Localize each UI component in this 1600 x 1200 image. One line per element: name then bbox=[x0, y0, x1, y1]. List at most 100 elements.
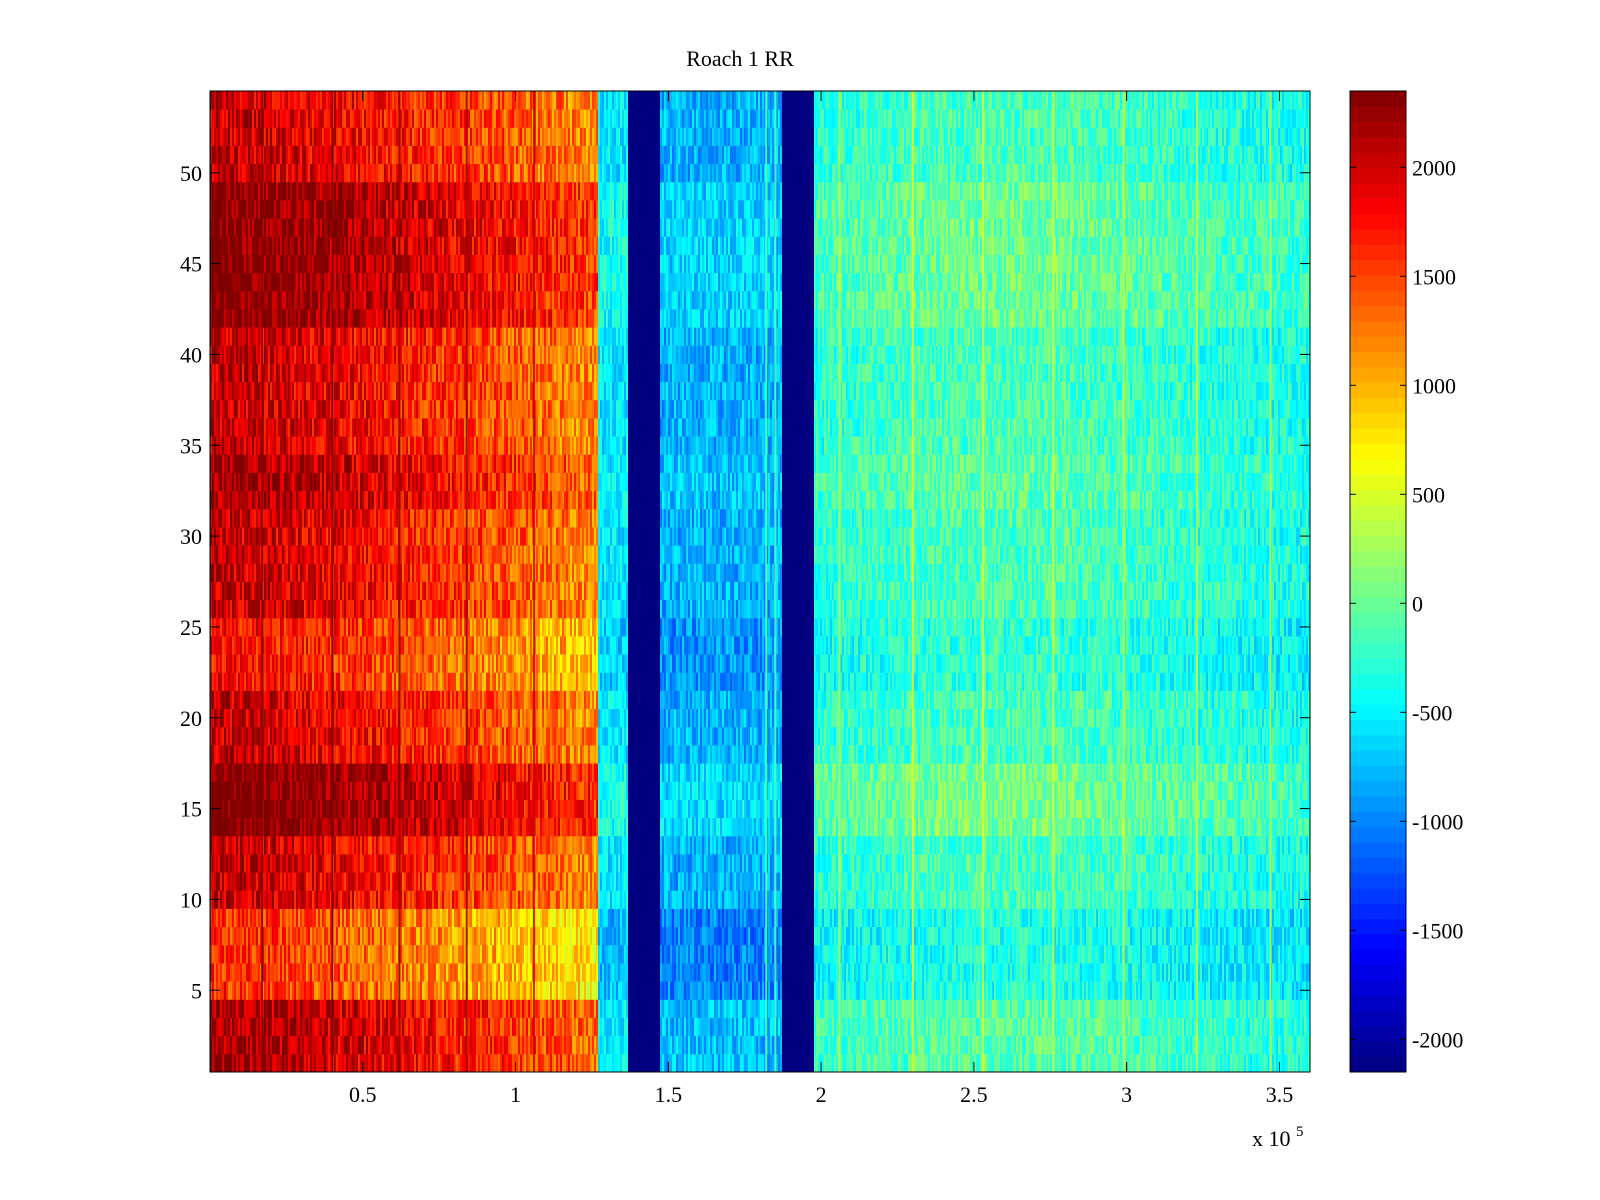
heatmap-cell bbox=[920, 1053, 923, 1073]
heatmap-cell bbox=[228, 1053, 231, 1073]
heatmap-cell bbox=[642, 1017, 645, 1037]
heatmap-cell bbox=[778, 1053, 781, 1073]
heatmap-cell bbox=[656, 1017, 659, 1037]
heatmap-cell bbox=[464, 1017, 467, 1037]
heatmap-cell bbox=[896, 999, 899, 1018]
heatmap-cell bbox=[1070, 1035, 1073, 1055]
heatmap-cell bbox=[210, 1035, 213, 1055]
heatmap-cell bbox=[242, 1035, 245, 1055]
heatmap-cell bbox=[474, 1017, 477, 1037]
heatmap-cell bbox=[588, 1053, 591, 1073]
heatmap-cell bbox=[964, 999, 967, 1018]
heatmap-cell bbox=[1092, 1053, 1095, 1073]
heatmap-cell bbox=[846, 1017, 849, 1037]
heatmap-cell bbox=[1078, 1035, 1081, 1055]
heatmap-cell bbox=[476, 1035, 479, 1055]
heatmap-cell bbox=[1024, 1053, 1027, 1073]
heatmap-cell bbox=[796, 1035, 799, 1055]
heatmap-cell bbox=[634, 1017, 637, 1037]
heatmap-cell bbox=[1038, 1053, 1041, 1073]
heatmap-cell bbox=[740, 1017, 743, 1037]
heatmap-cell bbox=[686, 1017, 689, 1037]
heatmap-cell bbox=[322, 981, 325, 1000]
heatmap-cell bbox=[1220, 1053, 1223, 1073]
heatmap-cell bbox=[678, 1035, 681, 1055]
heatmap-cell bbox=[680, 999, 683, 1018]
heatmap-cell bbox=[1086, 1017, 1089, 1037]
heatmap-cell bbox=[1088, 1053, 1091, 1073]
heatmap-cell bbox=[358, 1053, 361, 1073]
heatmap-cell bbox=[430, 981, 433, 1000]
heatmap-cell bbox=[964, 1053, 967, 1073]
heatmap-row bbox=[210, 926, 1311, 946]
heatmap-cell bbox=[928, 1035, 931, 1055]
heatmap-cell bbox=[240, 999, 243, 1018]
heatmap-cell bbox=[550, 1017, 553, 1037]
heatmap-cell bbox=[1082, 1017, 1085, 1037]
heatmap-cell bbox=[386, 1035, 389, 1055]
heatmap-cell bbox=[240, 1035, 243, 1055]
heatmap-cell bbox=[432, 999, 435, 1018]
heatmap-cell bbox=[750, 999, 753, 1018]
heatmap-cell bbox=[1208, 1017, 1211, 1037]
heatmap-cell bbox=[1130, 1017, 1133, 1037]
heatmap-cell bbox=[446, 981, 449, 1000]
heatmap-cell bbox=[240, 1017, 243, 1037]
heatmap-cell bbox=[258, 981, 261, 1000]
heatmap-cell bbox=[290, 1035, 293, 1055]
heatmap-cell bbox=[1150, 1035, 1153, 1055]
heatmap-cell bbox=[1014, 1053, 1017, 1073]
heatmap-cell bbox=[1244, 1017, 1247, 1037]
heatmap-cell bbox=[378, 999, 381, 1018]
heatmap-cell bbox=[1102, 1053, 1105, 1073]
heatmap-cell bbox=[370, 1017, 373, 1037]
heatmap-cell bbox=[594, 999, 597, 1018]
heatmap-cell bbox=[1182, 999, 1185, 1018]
heatmap-cell bbox=[590, 999, 593, 1018]
heatmap-cell bbox=[520, 981, 523, 1000]
heatmap-cell bbox=[740, 999, 743, 1018]
heatmap-cell bbox=[1164, 999, 1167, 1018]
heatmap-cell bbox=[536, 1035, 539, 1055]
heatmap-cell bbox=[692, 981, 695, 1000]
heatmap-cell bbox=[232, 1053, 235, 1073]
heatmap-cell bbox=[312, 981, 315, 1000]
heatmap-cell bbox=[1012, 1017, 1015, 1037]
heatmap-cell bbox=[344, 1053, 347, 1073]
heatmap-cell bbox=[714, 1053, 717, 1073]
heatmap-cell bbox=[604, 981, 607, 1000]
heatmap-cell bbox=[370, 981, 373, 1000]
heatmap-cell bbox=[1130, 1053, 1133, 1073]
heatmap-cell bbox=[430, 1017, 433, 1037]
heatmap-cell bbox=[1100, 1035, 1103, 1055]
heatmap-cell bbox=[746, 1053, 749, 1073]
heatmap-cell bbox=[1218, 1017, 1221, 1037]
heatmap-cell bbox=[558, 1035, 561, 1055]
heatmap-cell bbox=[314, 999, 317, 1018]
heatmap-cell bbox=[970, 1017, 973, 1037]
heatmap-cell bbox=[882, 999, 885, 1018]
heatmap-cell bbox=[892, 999, 895, 1018]
heatmap-cell bbox=[578, 1053, 581, 1073]
heatmap-cell bbox=[994, 1035, 997, 1055]
heatmap-cell bbox=[768, 1017, 771, 1037]
heatmap-cell bbox=[682, 999, 685, 1018]
heatmap-cell bbox=[444, 981, 447, 1000]
heatmap-cell bbox=[1166, 1035, 1169, 1055]
heatmap-cell bbox=[326, 981, 329, 1000]
heatmap-cell bbox=[820, 1017, 823, 1037]
heatmap-cell bbox=[250, 1053, 253, 1073]
heatmap-cell bbox=[468, 1017, 471, 1037]
heatmap-cell bbox=[1104, 1017, 1107, 1037]
heatmap-cell bbox=[336, 1053, 339, 1073]
heatmap-cell bbox=[1134, 1053, 1137, 1073]
heatmap-cell bbox=[234, 1053, 237, 1073]
heatmap-cell bbox=[606, 1053, 609, 1073]
heatmap-cell bbox=[572, 1035, 575, 1055]
heatmap-cell bbox=[1168, 999, 1171, 1018]
heatmap-cell bbox=[1238, 1035, 1241, 1055]
heatmap-cell bbox=[936, 1053, 939, 1073]
heatmap-cell bbox=[604, 999, 607, 1018]
heatmap-cell bbox=[346, 999, 349, 1018]
heatmap-cell bbox=[234, 999, 237, 1018]
